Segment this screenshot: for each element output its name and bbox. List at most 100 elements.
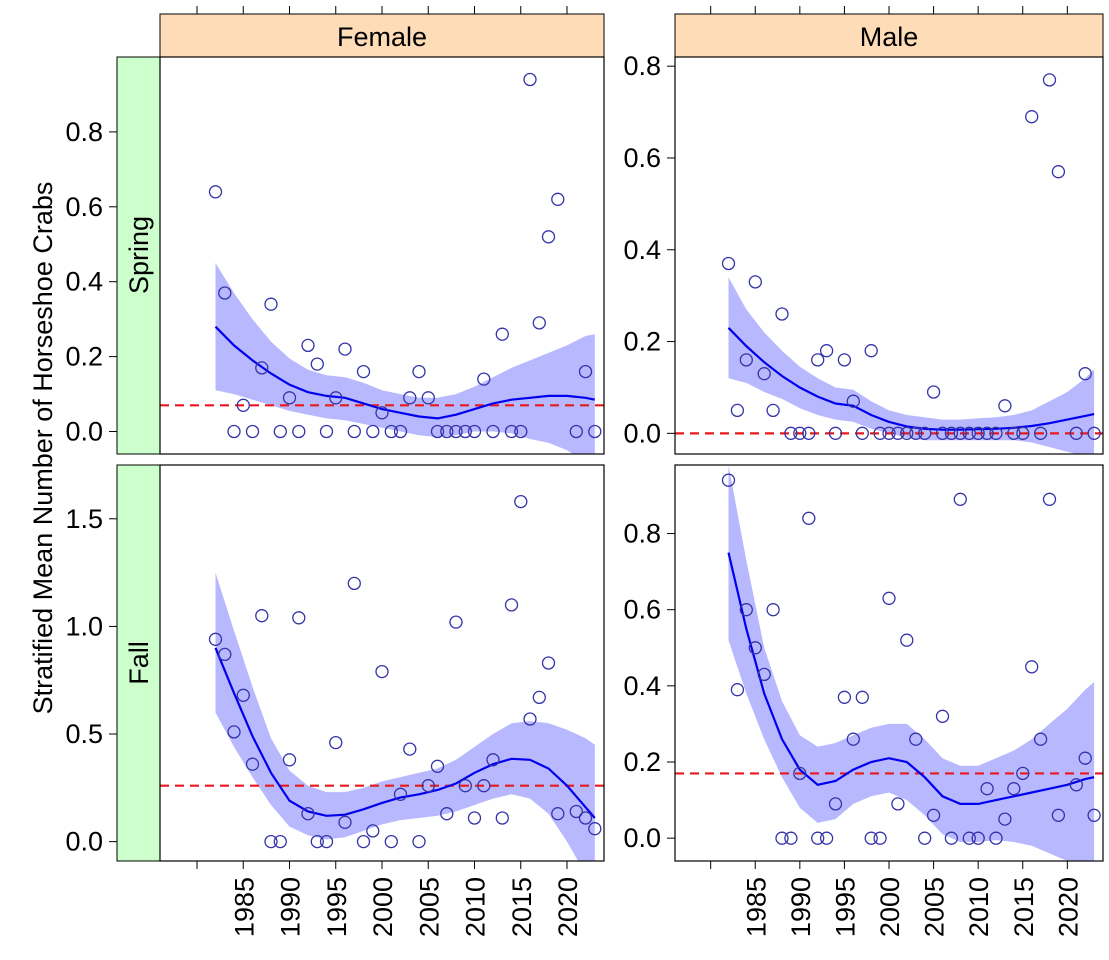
data-point	[1033, 426, 1048, 440]
data-point	[811, 831, 825, 845]
y-tick-label: 0.4	[65, 267, 103, 297]
data-point	[477, 779, 491, 793]
data-point	[532, 316, 546, 330]
data-point	[1033, 732, 1048, 746]
strip-female	[159, 13, 605, 58]
data-point	[980, 782, 994, 796]
data-point	[504, 598, 519, 612]
data-point	[541, 656, 556, 670]
data-point	[458, 779, 472, 793]
data-point	[393, 424, 408, 439]
x-tick-label: 2005	[414, 877, 444, 937]
y-tick-label: 0.0	[65, 827, 103, 857]
data-point	[440, 807, 454, 821]
data-point	[935, 426, 950, 440]
y-tick-label: 0.0	[623, 418, 661, 448]
data-point	[319, 834, 334, 849]
data-point	[282, 753, 297, 767]
data-point	[819, 344, 834, 358]
y-tick-label: 0.4	[623, 671, 661, 701]
data-point	[403, 391, 417, 405]
data-point	[935, 709, 950, 723]
data-point	[282, 391, 297, 405]
data-point	[245, 757, 260, 771]
x-tick-label: 2005	[920, 877, 950, 937]
y-tick-label: 0.2	[623, 327, 661, 357]
y-tick-label: 0.2	[623, 747, 661, 777]
data-point	[375, 664, 389, 679]
data-point	[891, 426, 905, 440]
data-point	[495, 811, 509, 825]
x-tick-label: 1985	[229, 877, 259, 937]
data-point	[864, 344, 878, 358]
data-point	[730, 403, 745, 418]
data-point	[989, 831, 1003, 845]
data-point	[766, 403, 780, 418]
y-tick-label: 1.5	[65, 504, 103, 534]
y-tick-label: 0.6	[623, 595, 661, 625]
data-point	[926, 808, 941, 822]
data-point	[730, 683, 745, 697]
data-point	[980, 426, 994, 440]
data-point	[245, 424, 260, 439]
y-tick-label: 0.0	[65, 417, 103, 447]
data-point	[882, 591, 896, 605]
data-point	[873, 831, 887, 845]
data-point	[338, 342, 352, 356]
data-point	[900, 426, 914, 440]
confidence-band	[215, 572, 595, 861]
x-tick-label: 1995	[830, 877, 860, 937]
data-point	[846, 732, 860, 746]
data-point	[347, 576, 361, 591]
y-tick-label: 0.4	[623, 235, 661, 265]
strip-label-spring: Spring	[124, 216, 154, 294]
x-tick-label: 2010	[964, 877, 994, 937]
data-point	[837, 690, 852, 704]
data-point	[588, 424, 602, 439]
data-point	[227, 424, 241, 439]
data-point	[523, 72, 537, 87]
data-point	[292, 424, 306, 439]
data-point	[495, 327, 509, 341]
data-point	[962, 426, 976, 440]
y-tick-label: 0.6	[65, 192, 103, 222]
data-point	[900, 633, 914, 647]
data-point	[208, 185, 223, 199]
data-point	[310, 357, 324, 371]
data-point	[1078, 751, 1092, 765]
panel-plot-area	[160, 72, 604, 454]
data-point	[1069, 426, 1083, 440]
data-point	[739, 353, 753, 367]
data-point	[793, 766, 807, 781]
panel-frame	[674, 56, 1104, 455]
data-point	[551, 807, 565, 821]
data-point	[273, 834, 287, 849]
data-point	[578, 364, 593, 379]
data-point	[998, 812, 1012, 826]
data-point	[541, 230, 556, 244]
y-tick-label: 0.8	[623, 519, 661, 549]
y-axis-title: Stratified Mean Number of Horseshoe Crab…	[28, 182, 58, 715]
data-point	[569, 424, 583, 439]
data-point	[953, 492, 967, 506]
data-point	[721, 473, 736, 487]
data-point	[757, 367, 771, 381]
data-point	[236, 398, 250, 412]
data-point	[319, 424, 334, 439]
data-point	[1042, 73, 1057, 87]
data-point	[393, 787, 408, 801]
y-tick-label: 0.0	[623, 823, 661, 853]
data-point	[989, 426, 1003, 440]
data-point	[467, 424, 482, 439]
data-point	[766, 603, 780, 617]
data-point	[855, 690, 869, 704]
data-point	[338, 815, 352, 829]
data-point	[944, 831, 959, 845]
x-tick-label: 1995	[322, 877, 352, 937]
data-point	[1042, 492, 1057, 506]
data-point	[366, 424, 380, 439]
data-point	[532, 690, 546, 705]
x-tick-label: 2015	[507, 877, 537, 937]
data-point	[227, 725, 241, 739]
x-tick-label: 2000	[875, 877, 905, 937]
